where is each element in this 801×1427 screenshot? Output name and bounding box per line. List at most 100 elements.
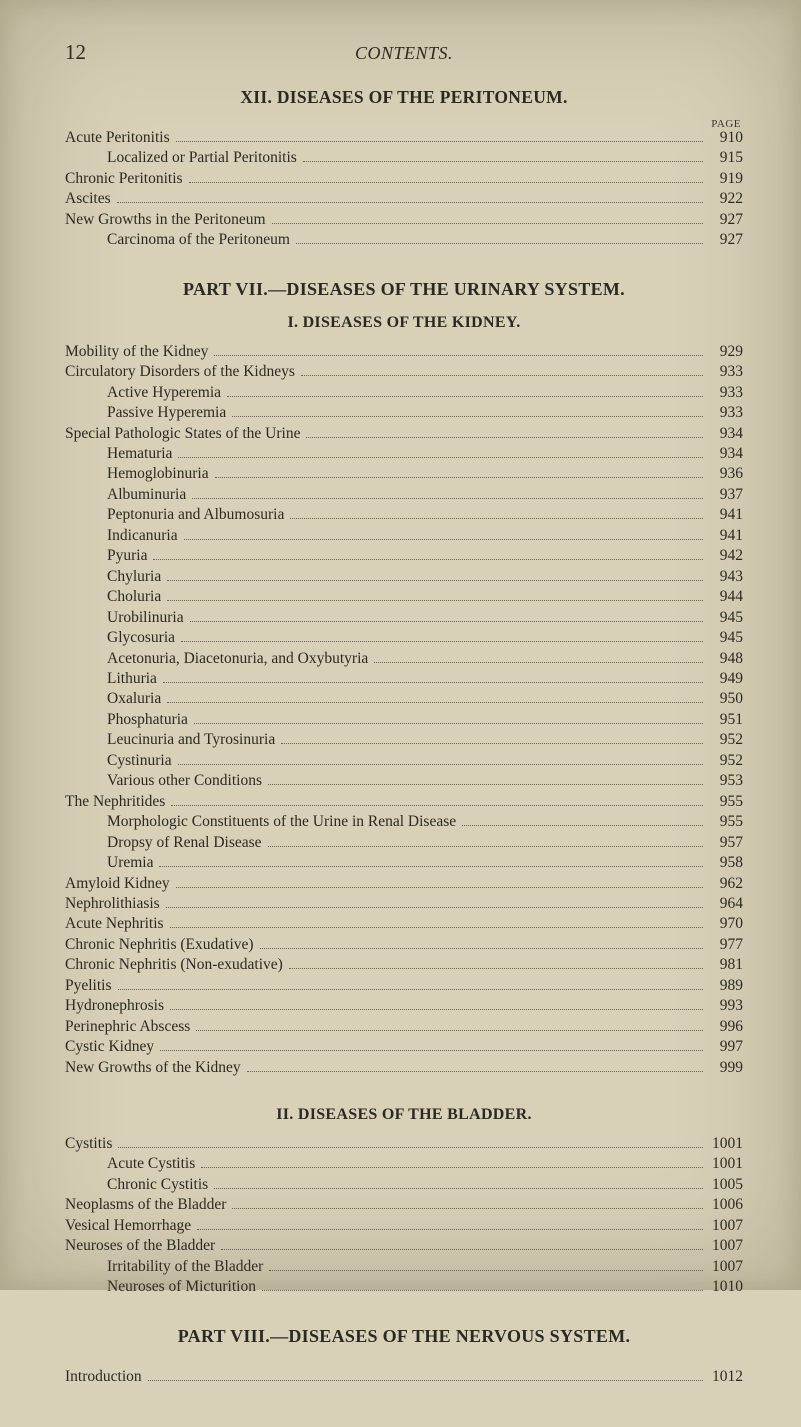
bladder-section-title: II. DISEASES OF THE BLADDER.: [65, 1106, 743, 1124]
toc-entry-label: Phosphaturia: [107, 710, 188, 730]
toc-leader-dots: [118, 1138, 703, 1148]
toc-leader-dots: [221, 1240, 703, 1250]
part-8-list: Introduction 1012: [65, 1367, 743, 1387]
toc-entry: Introduction 1012: [65, 1367, 743, 1387]
running-title: CONTENTS.: [105, 43, 703, 64]
toc-leader-dots: [306, 427, 703, 437]
toc-entry-label: Uremia: [107, 853, 153, 873]
toc-entry-label: Circulatory Disorders of the Kidneys: [65, 362, 295, 382]
toc-entry: Hydronephrosis993: [65, 996, 743, 1016]
toc-entry: Amyloid Kidney962: [65, 874, 743, 894]
toc-entry: Glycosuria945: [65, 628, 743, 648]
toc-entry-label: New Growths in the Peritoneum: [65, 210, 266, 230]
toc-entry-label: New Growths of the Kidney: [65, 1058, 241, 1078]
toc-leader-dots: [214, 345, 703, 355]
toc-entry-page: 1007: [707, 1236, 743, 1256]
toc-leader-dots: [176, 132, 703, 142]
toc-entry-page: 977: [707, 935, 743, 955]
toc-entry: The Nephritides955: [65, 792, 743, 812]
toc-entry-label: Chronic Cystitis: [107, 1175, 208, 1195]
toc-leader-dots: [194, 714, 703, 724]
toc-entry-page: 910: [707, 128, 743, 148]
toc-entry-page: 957: [707, 833, 743, 853]
toc-entry: Neuroses of the Bladder1007: [65, 1236, 743, 1256]
toc-entry-label: Mobility of the Kidney: [65, 342, 208, 362]
toc-entry: Cystitis1001: [65, 1134, 743, 1154]
toc-entry: Chyluria943: [65, 567, 743, 587]
toc-entry-label: Acute Cystitis: [107, 1154, 195, 1174]
toc-entry: Passive Hyperemia933: [65, 403, 743, 423]
toc-entry: Uremia 958: [65, 853, 743, 873]
toc-entry-label: Hemoglobinuria: [107, 464, 209, 484]
toc-entry-page: 915: [707, 148, 743, 168]
toc-entry: Indicanuria941: [65, 526, 743, 546]
toc-leader-dots: [117, 193, 703, 203]
part-7-title: PART VII.—DISEASES OF THE URINARY SYSTEM…: [65, 279, 743, 300]
toc-leader-dots: [196, 1020, 703, 1030]
toc-leader-dots: [167, 591, 703, 601]
toc-entry-label: Acute Peritonitis: [65, 128, 170, 148]
toc-leader-dots: [215, 468, 703, 478]
toc-entry: Chronic Nephritis (Non-exudative)981: [65, 955, 743, 975]
toc-entry-page: 919: [707, 169, 743, 189]
toc-entry-page: 999: [707, 1058, 743, 1078]
toc-entry: Special Pathologic States of the Urine93…: [65, 424, 743, 444]
toc-leader-dots: [303, 152, 703, 162]
toc-entry-label: Urobilinuria: [107, 608, 184, 628]
toc-entry-label: Pyelitis: [65, 976, 112, 996]
toc-entry: Acute Nephritis970: [65, 914, 743, 934]
toc-entry: Pyuria942: [65, 546, 743, 566]
toc-entry-page: 1012: [707, 1367, 743, 1387]
toc-leader-dots: [160, 1041, 703, 1051]
toc-entry-label: Perinephric Abscess: [65, 1017, 190, 1037]
toc-entry-page: 927: [707, 230, 743, 250]
toc-leader-dots: [272, 214, 703, 224]
toc-leader-dots: [289, 959, 703, 969]
toc-leader-dots: [192, 489, 703, 499]
section-12-title: XII. DISEASES OF THE PERITONEUM.: [65, 87, 743, 108]
section-12-list: Acute Peritonitis910Localized or Partial…: [65, 128, 743, 251]
toc-entry: Neoplasms of the Bladder1006: [65, 1195, 743, 1215]
toc-entry-label: Albuminuria: [107, 485, 186, 505]
toc-entry: Nephrolithiasis964: [65, 894, 743, 914]
toc-entry: Lithuria949: [65, 669, 743, 689]
page-number: 12: [65, 40, 105, 65]
toc-entry-label: Chronic Peritonitis: [65, 169, 183, 189]
toc-entry-page: 934: [707, 424, 743, 444]
toc-entry: New Growths of the Kidney 999: [65, 1058, 743, 1078]
toc-leader-dots: [184, 530, 703, 540]
toc-entry: Albuminuria937: [65, 485, 743, 505]
toc-entry: Cystinuria952: [65, 751, 743, 771]
toc-entry: Chronic Cystitis1005: [65, 1175, 743, 1195]
toc-entry-label: Introduction: [65, 1367, 142, 1387]
toc-entry: Various other Conditions 953: [65, 771, 743, 791]
toc-entry-label: Various other Conditions: [107, 771, 262, 791]
toc-leader-dots: [166, 898, 703, 908]
toc-entry-label: Leucinuria and Tyrosinuria: [107, 730, 275, 750]
toc-leader-dots: [281, 734, 703, 744]
toc-leader-dots: [247, 1061, 703, 1071]
toc-entry: Dropsy of Renal Disease957: [65, 833, 743, 853]
toc-leader-dots: [197, 1220, 703, 1230]
toc-entry: Choluria944: [65, 587, 743, 607]
toc-entry-page: 922: [707, 189, 743, 209]
toc-entry: Pyelitis989: [65, 976, 743, 996]
toc-entry-label: Irritability of the Bladder: [107, 1257, 263, 1277]
toc-entry-page: 1001: [707, 1154, 743, 1174]
toc-leader-dots: [176, 877, 703, 887]
toc-entry-page: 953: [707, 771, 743, 791]
toc-entry-page: 958: [707, 853, 743, 873]
part-8-title: PART VIII.—DISEASES OF THE NERVOUS SYSTE…: [65, 1326, 743, 1347]
toc-leader-dots: [159, 857, 703, 867]
toc-entry-page: 952: [707, 730, 743, 750]
toc-entry-page: 945: [707, 608, 743, 628]
toc-leader-dots: [214, 1179, 703, 1189]
toc-entry-page: 929: [707, 342, 743, 362]
toc-entry-label: Pyuria: [107, 546, 147, 566]
page-header: 12 CONTENTS.: [65, 40, 743, 65]
toc-entry: Acute Cystitis 1001: [65, 1154, 743, 1174]
toc-entry: Vesical Hemorrhage1007: [65, 1216, 743, 1236]
toc-entry-page: 951: [707, 710, 743, 730]
toc-entry-page: 936: [707, 464, 743, 484]
toc-leader-dots: [178, 448, 703, 458]
